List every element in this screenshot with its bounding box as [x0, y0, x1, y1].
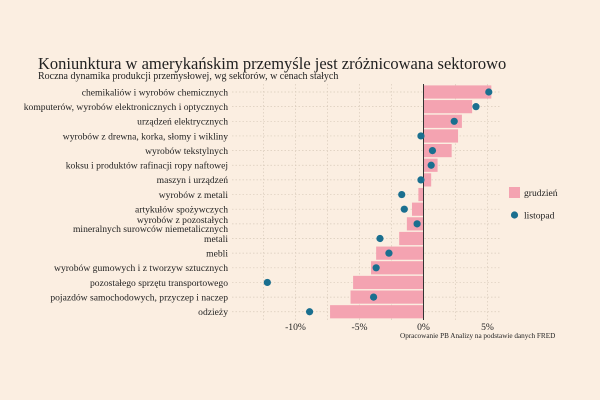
category-label: chemikaliów i wyrobów chemicznych	[82, 87, 228, 98]
point	[472, 103, 480, 111]
bar	[350, 290, 424, 304]
bar	[353, 275, 424, 290]
point	[398, 190, 406, 199]
bar	[423, 114, 462, 128]
point	[413, 220, 421, 228]
point	[263, 278, 271, 287]
chart-title: Koniunktura w amerykańskim przemyśle jes…	[38, 54, 507, 73]
bar	[423, 129, 459, 143]
category-label: metali	[204, 234, 228, 245]
point	[450, 117, 458, 125]
category-label: mebli	[206, 248, 228, 259]
point	[428, 147, 437, 155]
bar	[423, 85, 492, 99]
bar	[423, 100, 473, 114]
bar	[376, 246, 424, 260]
category-label: wyrobów z pozostałych mineralnych surowcó…	[73, 215, 228, 235]
bar	[418, 187, 424, 202]
category-label: pozostałego sprzętu transportowego	[90, 278, 228, 289]
category-label: artykułów spożywczych	[135, 205, 228, 216]
bar	[330, 305, 424, 319]
point	[376, 234, 384, 243]
point	[305, 308, 314, 316]
bar	[423, 173, 432, 187]
point	[417, 176, 425, 184]
category-label: wyrobów tekstylnych	[145, 146, 228, 157]
legend-bar-swatch	[509, 187, 520, 198]
point	[400, 205, 408, 213]
category-label: koksu i produktów rafinacji ropy naftowe…	[66, 161, 228, 172]
point	[427, 161, 435, 169]
category-label: pojazdów samochodowych, przyczep i nacze…	[50, 292, 228, 303]
category-label: komputerów, wyrobów elektronicznych i op…	[24, 102, 228, 113]
point	[385, 249, 393, 257]
x-tick-label: -10%	[285, 322, 306, 333]
category-label: odzieży	[198, 307, 228, 318]
x-tick-label: -5%	[352, 322, 368, 333]
legend-label: listopad	[524, 211, 555, 222]
legend-label: grudzień	[524, 188, 558, 199]
category-label: wyrobów z metali	[159, 190, 229, 201]
x-tick-label: 0%	[417, 322, 430, 333]
point	[369, 293, 378, 301]
point	[372, 264, 380, 272]
category-label: wyrobów z drewna, korka, słomy i wikliny	[63, 131, 228, 142]
bar	[371, 261, 424, 275]
category-label: wyrobów gumowych i z tworzyw sztucznych	[54, 263, 228, 274]
legend-point-swatch	[510, 211, 519, 219]
bar	[411, 202, 424, 216]
point	[417, 132, 425, 140]
chart-subtitle: Roczna dynamika produkcji przemysłowej, …	[38, 71, 339, 82]
x-tick-label: 5%	[481, 322, 494, 333]
category-label: maszyn i urządzeń	[157, 175, 229, 186]
point	[485, 88, 493, 96]
bar	[399, 231, 424, 246]
category-label: urządzeń elektrycznych	[137, 117, 228, 128]
chart-source: Opracowanie PB Analizy na podstawie dany…	[400, 332, 556, 340]
bar	[423, 144, 452, 158]
